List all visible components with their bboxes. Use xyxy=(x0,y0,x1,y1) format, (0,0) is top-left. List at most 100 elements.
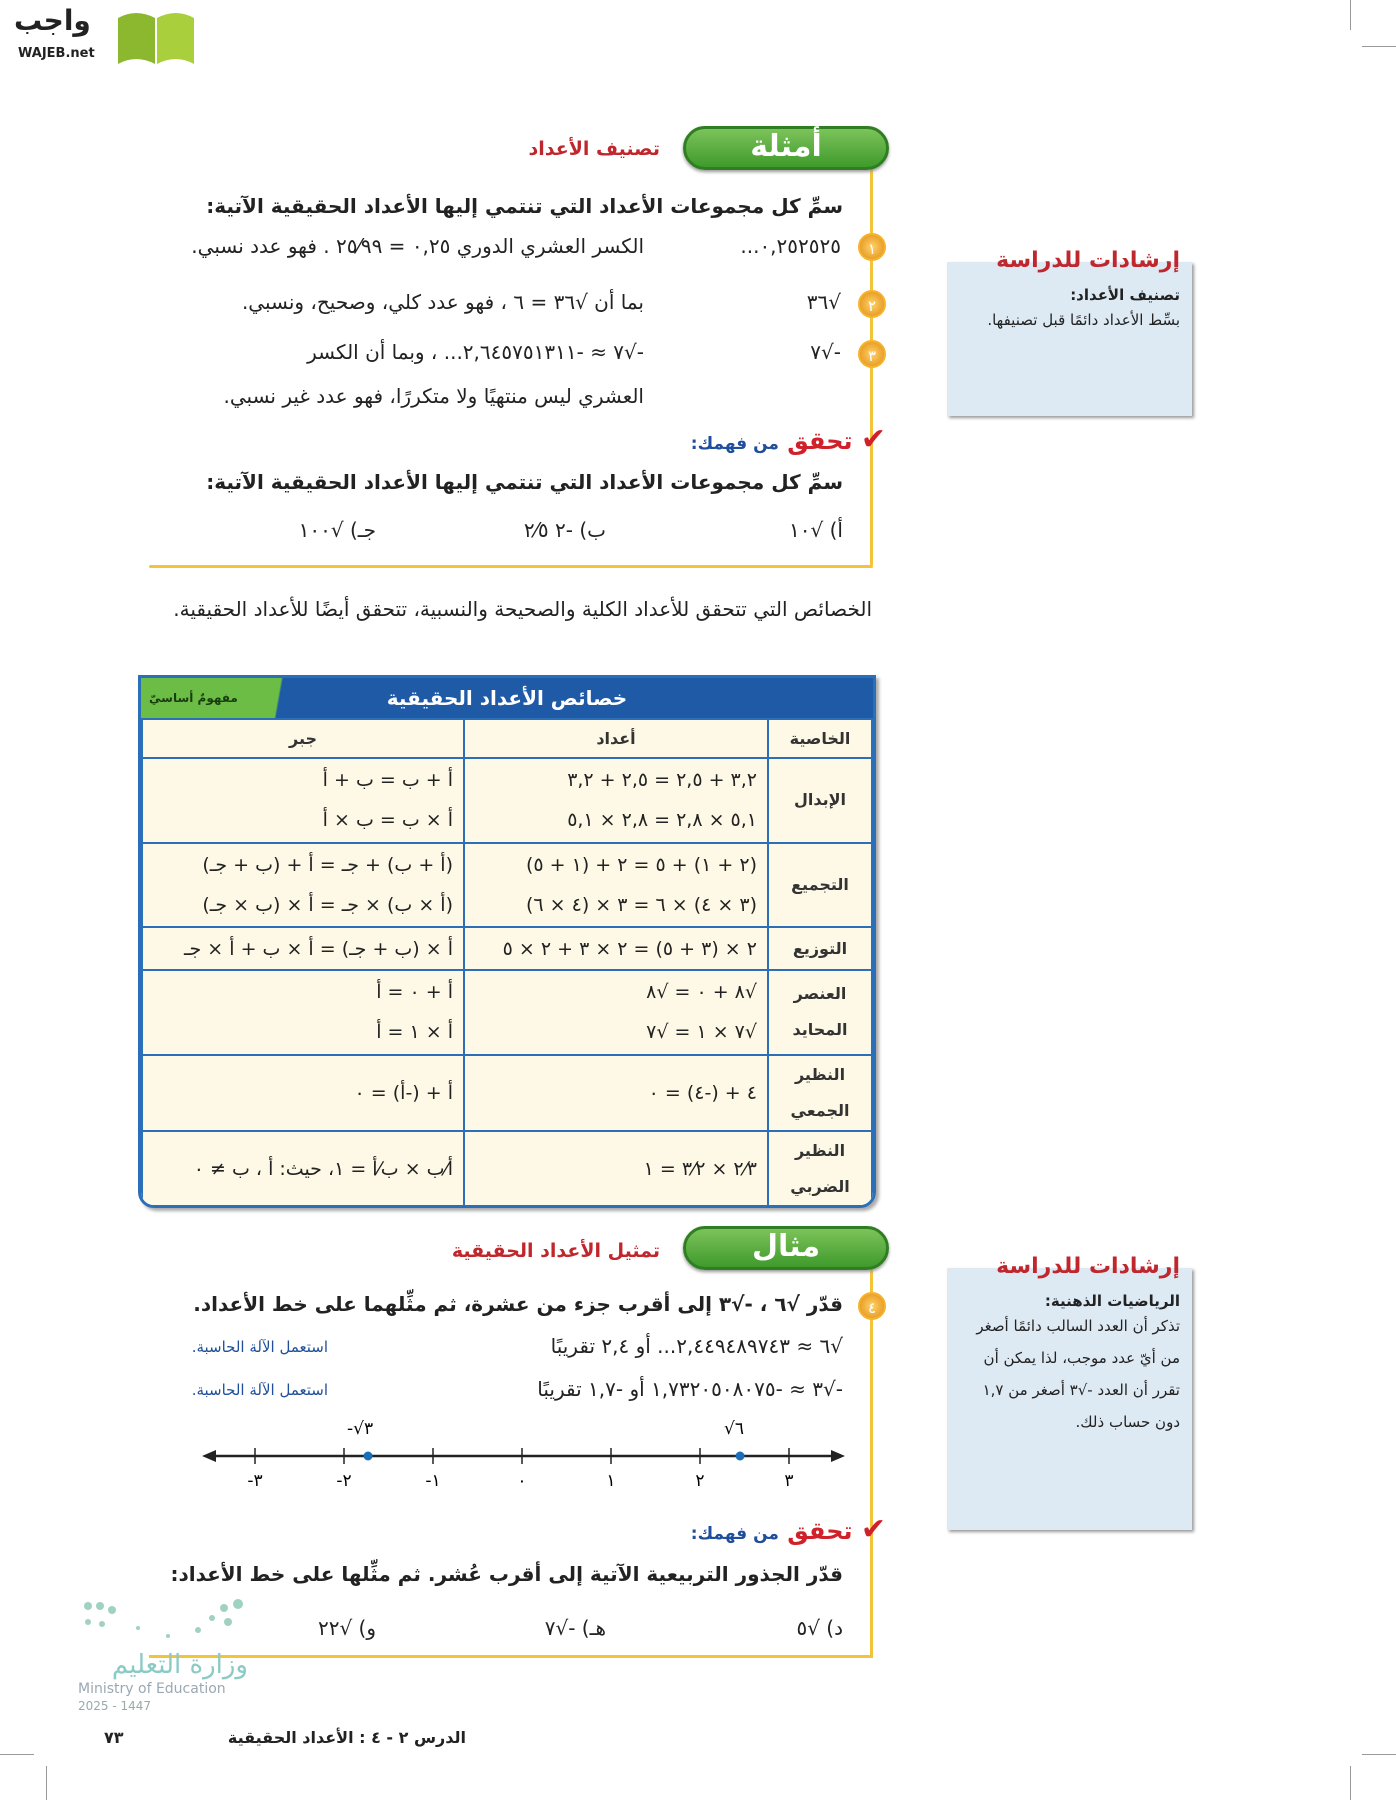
book-icon xyxy=(118,13,194,64)
algebra-cell: أ⁄ب × ب⁄أ = ١، حيث: أ ، ب ≠ ٠ xyxy=(141,1129,465,1205)
estimate-line: -√٣ ≈ -١,٧٣٢٠٥٠٨٠٧٥ أو -١,٧ تقريبًا xyxy=(537,1377,843,1401)
arrow-right-icon xyxy=(831,1450,845,1462)
algebra-cell: أ + (-أ) = ٠ xyxy=(141,1053,465,1132)
formula: أ × ب = ب × أ xyxy=(322,809,453,832)
study-tip-classification: إرشادات للدراسة تصنيف الأعداد: بسِّط الأ… xyxy=(947,248,1192,416)
example-subtitle: تمثيل الأعداد الحقيقية xyxy=(451,1240,660,1262)
formula: ٢⁄٣ × ٣⁄٢ = ١ xyxy=(643,1157,757,1180)
ministry-logo: وزارة التعليم Ministry of Education 2025… xyxy=(78,1596,248,1716)
header-algebra: جبر xyxy=(141,717,465,760)
page-number: ٧٣ xyxy=(104,1728,124,1747)
formula: ٥,١ × ٢,٨ = ٢,٨ × ٥,١ xyxy=(567,809,757,832)
property-cell: التجميع xyxy=(767,841,873,928)
example-number: ٣ xyxy=(858,340,886,368)
header-property: الخاصية xyxy=(767,717,873,760)
dots-pattern-icon xyxy=(84,1599,243,1638)
properties-table: خصائص الأعداد الحقيقية مفهومٌ أساسيّ الخ… xyxy=(138,675,876,1208)
calculator-hint: استعمل الآلة الحاسبة. xyxy=(191,1338,328,1356)
gold-frame-bottom xyxy=(149,565,873,568)
formula: أ⁄ب × ب⁄أ = ١، حيث: أ ، ب ≠ ٠ xyxy=(193,1157,453,1180)
algebra-cell: أ + ب = ب + أ أ × ب = ب × أ xyxy=(141,757,465,844)
formula: أ + ب = ب + أ xyxy=(322,769,453,792)
example-explanation: بما أن √٣٦ = ٦ ، فهو عدد كلي، وصحيح، ونس… xyxy=(241,290,644,314)
header-numbers: أعداد xyxy=(463,717,769,760)
tick-label: ١ xyxy=(606,1471,615,1490)
gold-frame-right xyxy=(870,1268,873,1655)
formula: ٣,٢ + ٢,٥ = ٢,٥ + ٣,٢ xyxy=(567,769,757,792)
table-row: التجميع (٢ + ١) + ٥ = ٢ + (١ + ٥) (٣ × ٤) … xyxy=(141,841,873,928)
example-header: مثال xyxy=(683,1226,889,1270)
crop-mark xyxy=(0,1754,34,1755)
formula: أ × ١ = أ xyxy=(376,1021,453,1044)
arrow-left-icon xyxy=(202,1450,216,1462)
point xyxy=(363,1451,373,1461)
example-expr: -√٧ xyxy=(810,340,841,364)
crop-mark xyxy=(1350,0,1351,30)
study-tip-mental-math: إرشادات للدراسة الرياضيات الذهنية: تذكر … xyxy=(947,1254,1192,1530)
check-prompt: سمِّ كل مجموعات الأعداد التي تنتمي إليها… xyxy=(206,470,843,494)
example-number: ٤ xyxy=(858,1292,886,1320)
formula: √٨ + ٠ = √٨ xyxy=(646,981,757,1004)
example-explanation: -√٧ ≈ -٢,٦٤٥٧٥١٣١١... ، وبما أن الكسر xyxy=(307,340,644,364)
example-explanation-cont: العشري ليس منتهيًا ولا متكررًا، فهو عدد … xyxy=(223,384,644,408)
formula: (٣ × ٤) × ٦ = ٣ × (٤ × ٦) xyxy=(526,893,757,916)
algebra-cell: أ + ٠ = أ أ × ١ = أ xyxy=(141,969,465,1056)
exercise-e: هـ) -√٧ xyxy=(544,1616,606,1640)
example-explanation: الكسر العشري الدوري ٠,٢٥ = ٢٥⁄٩٩ . فهو ع… xyxy=(191,234,644,258)
gold-frame-bottom xyxy=(149,1655,873,1658)
crop-mark xyxy=(46,1766,47,1800)
algebra-cell: (أ + ب) + جـ = أ + (ب + جـ) (أ × ب) × جـ … xyxy=(141,841,465,928)
algebra-cell: أ × (ب + جـ) = أ × ب + أ × جـ xyxy=(141,925,465,972)
tick-label: -٢ xyxy=(336,1471,351,1490)
point-label: √٦ xyxy=(724,1419,744,1439)
numbers-cell: ٣,٢ + ٢,٥ = ٢,٥ + ٣,٢ ٥,١ × ٢,٨ = ٢,٨ × ٥… xyxy=(463,757,769,844)
formula: (أ + ب) + جـ = أ + (ب + جـ) xyxy=(202,853,453,876)
ministry-year: 2025 - 1447 xyxy=(78,1699,152,1713)
key-concept-badge: مفهومٌ أساسيّ xyxy=(141,678,321,718)
crop-mark xyxy=(1350,1766,1351,1800)
example-number: ٢ xyxy=(858,290,886,318)
wajeb-logo: واجب WAJEB.net xyxy=(8,4,194,68)
example-number: ١ xyxy=(858,233,886,261)
tick-label: -٣ xyxy=(247,1471,262,1490)
checkmark-icon: ✔ xyxy=(860,1512,886,1547)
exercise-a: أ) √١٠ xyxy=(789,518,843,542)
ministry-name-en: Ministry of Education xyxy=(78,1681,226,1697)
example-expr: √٣٦ xyxy=(806,290,841,314)
numbers-cell: ٤ + (-٤) = ٠ xyxy=(463,1053,769,1132)
tick-label: ٢ xyxy=(695,1471,704,1490)
table-title: خصائص الأعداد الحقيقية مفهومٌ أساسيّ xyxy=(141,678,873,718)
property-cell: النظير الضربي xyxy=(767,1129,873,1205)
ministry-name-ar: وزارة التعليم xyxy=(111,1650,248,1680)
point-label: -√٣ xyxy=(347,1419,373,1439)
exercise-d: د) √٥ xyxy=(796,1616,843,1640)
number-line: -٣ -٢ -١ ٠ ١ ٢ ٣ -√٣ √٦ xyxy=(202,1419,845,1490)
table-row: النظير الضربي ٢⁄٣ × ٣⁄٢ = ١ أ⁄ب × ب⁄أ = ١،… xyxy=(141,1129,873,1205)
examples-subtitle: تصنيف الأعداد xyxy=(528,138,661,160)
examples-prompt: سمِّ كل مجموعات الأعداد التي تنتمي إليها… xyxy=(206,194,843,218)
property-cell: التوزيع xyxy=(767,925,873,972)
examples-header: أمثلة xyxy=(683,126,889,170)
crop-mark xyxy=(1362,46,1396,47)
tick-label: ٣ xyxy=(784,1471,793,1490)
exercise-f: و) √٢٢ xyxy=(317,1616,376,1640)
properties-paragraph: الخصائص التي تتحقق للأعداد الكلية والصحي… xyxy=(173,597,872,621)
formula: أ + (-أ) = ٠ xyxy=(354,1081,453,1104)
formula: (٢ + ١) + ٥ = ٢ + (١ + ٥) xyxy=(526,853,757,876)
example-prompt: قدّر √٦ ، -√٣ إلى أقرب جزء من عشرة، ثم م… xyxy=(193,1292,843,1316)
example-expr: ٠,٢٥٢٥٢٥... xyxy=(740,234,841,258)
formula: √٧ × ١ = √٧ xyxy=(646,1021,757,1044)
checkmark-icon: ✔ xyxy=(860,422,886,457)
formula: (أ × ب) × جـ = أ × (ب × جـ) xyxy=(202,893,453,916)
lesson-title: الدرس ٢ - ٤ : الأعداد الحقيقية xyxy=(227,1728,466,1747)
check-understanding: ✔ تحقق من فهمك: xyxy=(690,422,886,457)
numbers-cell: (٢ + ١) + ٥ = ٢ + (١ + ٥) (٣ × ٤) × ٦ = ٣… xyxy=(463,841,769,928)
table-row: العنصر المحايد √٨ + ٠ = √٨ √٧ × ١ = √٧ أ + … xyxy=(141,969,873,1056)
numbers-cell: √٨ + ٠ = √٨ √٧ × ١ = √٧ xyxy=(463,969,769,1056)
exercise-c: جـ) √١٠٠ xyxy=(298,518,376,542)
tick-label: ٠ xyxy=(517,1471,526,1490)
tick-label: -١ xyxy=(425,1471,440,1490)
table-row: الإبدال ٣,٢ + ٢,٥ = ٢,٥ + ٣,٢ ٥,١ × ٢,٨ = … xyxy=(141,757,873,844)
formula: أ + ٠ = أ xyxy=(376,981,453,1004)
formula: أ × (ب + جـ) = أ × ب + أ × جـ xyxy=(183,937,453,960)
